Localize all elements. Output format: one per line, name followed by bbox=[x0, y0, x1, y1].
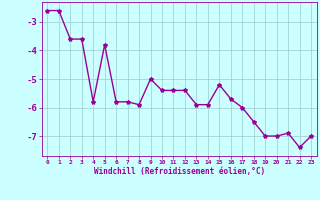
X-axis label: Windchill (Refroidissement éolien,°C): Windchill (Refroidissement éolien,°C) bbox=[94, 167, 265, 176]
